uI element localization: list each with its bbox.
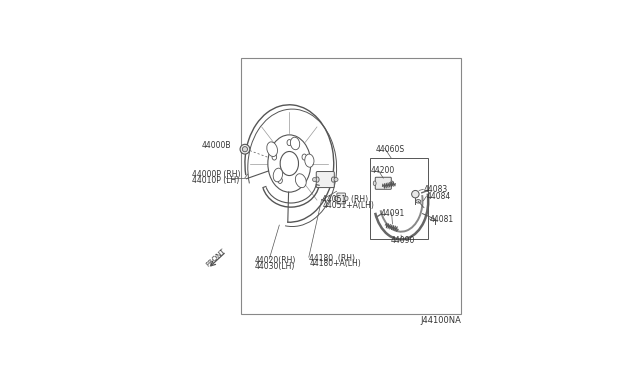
Ellipse shape xyxy=(295,174,306,187)
Ellipse shape xyxy=(272,154,276,160)
Ellipse shape xyxy=(296,177,301,183)
Text: 44180  (RH): 44180 (RH) xyxy=(309,254,355,263)
Circle shape xyxy=(240,144,250,154)
Text: 44180+A(LH): 44180+A(LH) xyxy=(309,259,361,268)
Text: J44100NA: J44100NA xyxy=(420,316,461,325)
Ellipse shape xyxy=(267,142,278,157)
Ellipse shape xyxy=(334,196,338,201)
FancyBboxPatch shape xyxy=(337,193,346,204)
Ellipse shape xyxy=(344,196,348,201)
Bar xyxy=(241,58,461,314)
Ellipse shape xyxy=(332,177,335,182)
Ellipse shape xyxy=(278,177,282,183)
Ellipse shape xyxy=(316,177,319,182)
Text: 44020(RH): 44020(RH) xyxy=(255,256,296,265)
Text: 44081: 44081 xyxy=(429,215,454,224)
Text: 44030(LH): 44030(LH) xyxy=(255,262,295,271)
Circle shape xyxy=(412,190,419,198)
Circle shape xyxy=(243,147,248,152)
Text: FRONT: FRONT xyxy=(205,247,227,267)
Ellipse shape xyxy=(273,168,282,182)
Ellipse shape xyxy=(390,181,394,186)
Text: 44051+A(LH): 44051+A(LH) xyxy=(323,201,374,209)
FancyBboxPatch shape xyxy=(375,177,391,189)
Text: 44060S: 44060S xyxy=(376,145,405,154)
Ellipse shape xyxy=(302,154,307,160)
Text: 44200: 44200 xyxy=(371,166,395,175)
Ellipse shape xyxy=(334,177,338,182)
Ellipse shape xyxy=(312,177,317,182)
Ellipse shape xyxy=(291,137,300,150)
Ellipse shape xyxy=(415,200,421,203)
Bar xyxy=(369,158,428,240)
Text: 44000B: 44000B xyxy=(202,141,232,150)
Text: 44084: 44084 xyxy=(427,192,451,201)
Text: 44051  (RH): 44051 (RH) xyxy=(323,195,369,204)
Ellipse shape xyxy=(305,154,314,167)
Text: 44000P (RH): 44000P (RH) xyxy=(192,170,241,179)
FancyBboxPatch shape xyxy=(316,171,334,187)
Ellipse shape xyxy=(373,181,376,186)
Ellipse shape xyxy=(287,140,292,145)
Text: 44091: 44091 xyxy=(381,209,405,218)
Text: 44090: 44090 xyxy=(391,236,415,246)
Text: 44083: 44083 xyxy=(424,185,448,194)
Text: 44010P (LH): 44010P (LH) xyxy=(192,176,239,185)
